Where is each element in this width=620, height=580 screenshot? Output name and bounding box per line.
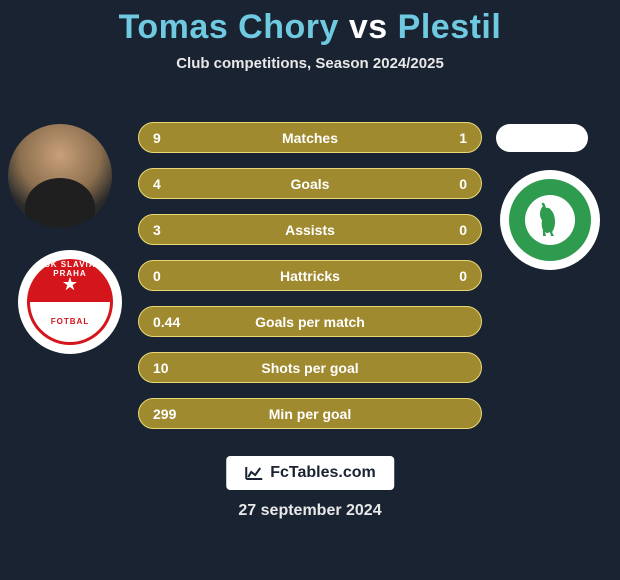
club-right-badge [500, 170, 600, 270]
stat-label: Hattricks [280, 268, 340, 284]
stat-right-value: 1 [459, 130, 467, 146]
date-text: 27 september 2024 [238, 502, 381, 520]
player-left-name: Tomas Chory [119, 8, 339, 46]
stat-right-value: 0 [459, 176, 467, 192]
stat-left-value: 9 [153, 130, 161, 146]
stat-label: Assists [285, 222, 335, 238]
player-left-avatar [8, 124, 112, 228]
stat-row: 10 Shots per goal [138, 352, 482, 383]
stat-left-value: 299 [153, 406, 176, 422]
stat-row: 0 Hattricks 0 [138, 260, 482, 291]
subtitle: Club competitions, Season 2024/2025 [0, 55, 620, 72]
source-text: FcTables.com [270, 464, 376, 482]
stat-label: Goals per match [255, 314, 365, 330]
player-right-name: Plestil [398, 8, 502, 46]
comparison-title: Tomas Chory vs Plestil [0, 0, 620, 47]
stat-row: 299 Min per goal [138, 398, 482, 429]
stat-label: Shots per goal [261, 360, 358, 376]
stat-right-value: 0 [459, 222, 467, 238]
stats-container: 9 Matches 1 4 Goals 0 3 Assists 0 0 Hattricks 0 0.44… [138, 122, 482, 444]
player-right-avatar [496, 124, 588, 152]
stat-row: 3 Assists 0 [138, 214, 482, 245]
club-left-badge: SK SLAVIA PRAHA FOTBAL [18, 250, 122, 354]
stat-label: Matches [282, 130, 338, 146]
source-badge: FcTables.com [224, 454, 396, 492]
stat-label: Goals [291, 176, 330, 192]
stat-row: 4 Goals 0 [138, 168, 482, 199]
chart-icon [244, 465, 264, 481]
stat-left-value: 3 [153, 222, 161, 238]
stat-left-value: 10 [153, 360, 169, 376]
stat-left-value: 0.44 [153, 314, 180, 330]
kangaroo-icon [535, 202, 565, 238]
stat-row: 0.44 Goals per match [138, 306, 482, 337]
stat-left-value: 0 [153, 268, 161, 284]
stat-right-value: 0 [459, 268, 467, 284]
versus-text: vs [349, 8, 388, 46]
stat-label: Min per goal [269, 406, 351, 422]
stat-left-value: 4 [153, 176, 161, 192]
stat-row: 9 Matches 1 [138, 122, 482, 153]
